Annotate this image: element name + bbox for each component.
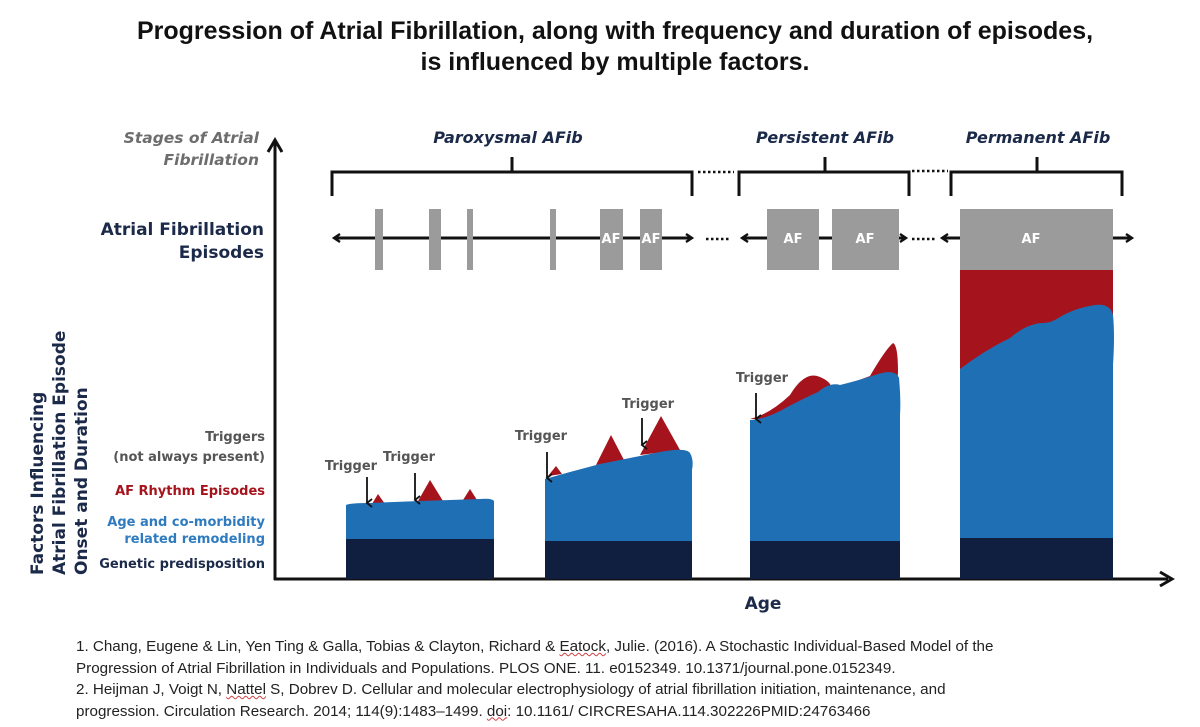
x-axis-arrowhead-icon <box>1159 570 1175 588</box>
episode-bar <box>429 209 441 270</box>
stage-bracket-permanent <box>949 157 1124 196</box>
legend-af-rhythm: AF Rhythm Episodes <box>115 484 265 499</box>
stage-label-permanent: Permanent AFib <box>966 128 1111 147</box>
stage-label-persistent: Persistent AFib <box>756 128 894 147</box>
episode-bar <box>375 209 383 270</box>
episode-box-af <box>600 209 623 270</box>
remodeling-area <box>545 449 693 541</box>
episode-box-af <box>640 209 662 270</box>
af-rhythm-peak <box>596 435 624 465</box>
stage-bracket-paroxysmal <box>330 157 694 196</box>
y-axis-title: Factors Influencing Atrial Fibrillation … <box>28 331 92 575</box>
genetic-area <box>750 541 900 579</box>
remodeling-area <box>346 498 494 539</box>
stages-axis-label-line1: Stages of Atrial <box>124 129 260 147</box>
af-rhythm-peak <box>463 489 477 500</box>
y-axis-title-line1: Factors Influencing <box>28 392 48 575</box>
episode-bar <box>550 209 556 270</box>
episode-box-af-label: AF <box>784 232 803 247</box>
legend-age-line1: Age and co-morbidity <box>107 515 265 530</box>
x-axis-label: Age <box>745 594 782 614</box>
reference-2-line2: progression. Circulation Research. 2014;… <box>76 702 871 720</box>
references: 1. Chang, Eugene & Lin, Yen Ting & Galla… <box>76 636 1196 722</box>
episode-box-af <box>832 209 899 270</box>
af-rhythm-peak <box>372 494 385 504</box>
legend-genetic: Genetic predisposition <box>99 557 265 572</box>
episodes-axis-label-line2: Episodes <box>179 243 264 263</box>
legend-triggers-line1: Triggers <box>205 430 265 445</box>
af-rhythm-peak <box>418 480 443 501</box>
remodeling-area <box>960 304 1114 538</box>
factor-block-2 <box>545 416 693 579</box>
factor-block-3 <box>750 343 901 579</box>
reference-2-line1: 2. Heijman J, Voigt N, Nattel S, Dobrev … <box>76 681 946 698</box>
afib-progression-diagram: Stages of Atrial Fibrillation Atrial Fib… <box>28 128 1175 614</box>
genetic-area <box>960 538 1113 579</box>
episode-box-af-permanent <box>960 209 1113 270</box>
af-rhythm-peak <box>548 466 562 476</box>
remodeling-area <box>750 372 901 541</box>
episode-box-af-label: AF <box>642 232 661 247</box>
figure-title: Progression of Atrial Fibrillation, alon… <box>0 16 1200 78</box>
episode-box-af-label: AF <box>856 232 875 247</box>
trigger-label: Trigger <box>736 371 789 386</box>
episode-box-af-label: AF <box>1022 232 1041 247</box>
y-axis-arrowhead-icon <box>266 137 284 153</box>
y-axis-title-line3: Onset and Duration <box>72 387 92 575</box>
episodes-axis-label-line1: Atrial Fibrillation <box>101 220 264 240</box>
stage-bracket-persistent <box>737 157 911 196</box>
stages-axis-label-line2: Fibrillation <box>164 151 259 169</box>
factor-block-1 <box>346 480 494 579</box>
legend-triggers-line2: (not always present) <box>113 450 265 465</box>
stage-label-paroxysmal: Paroxysmal AFib <box>433 128 582 147</box>
trigger-label: Trigger <box>622 397 675 412</box>
trigger-label: Trigger <box>325 459 378 474</box>
reference-1-line2: Progression of Atrial Fibrillation in In… <box>76 659 896 677</box>
trigger-label: Trigger <box>383 450 436 465</box>
trigger-label: Trigger <box>515 429 568 444</box>
genetic-area <box>545 541 692 579</box>
figure-title-line1: Progression of Atrial Fibrillation, alon… <box>136 17 1094 45</box>
genetic-area <box>346 539 494 579</box>
episode-box-af-label: AF <box>602 232 621 247</box>
factor-block-4 <box>960 270 1114 579</box>
episode-bar <box>467 209 473 270</box>
reference-1-line1: 1. Chang, Eugene & Lin, Yen Ting & Galla… <box>76 638 994 655</box>
af-rhythm-peak <box>640 416 680 455</box>
legend-age-line2: related remodeling <box>124 532 265 547</box>
figure-title-line2: is influenced by multiple factors. <box>420 48 810 76</box>
episode-box-af <box>767 209 819 270</box>
y-axis-title-line2: Atrial Fibrillation Episode <box>50 331 70 575</box>
